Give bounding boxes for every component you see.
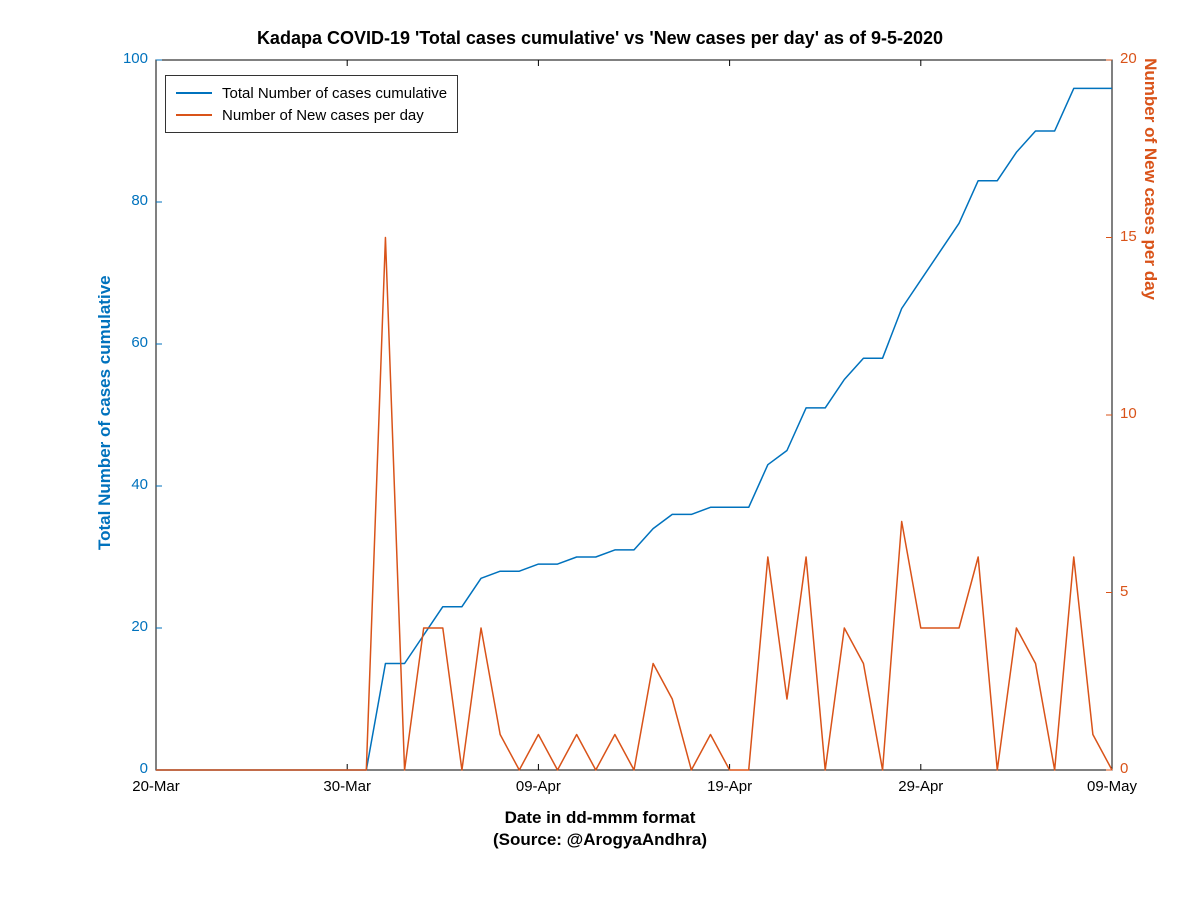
- y-right-tick-label: 0: [1120, 760, 1128, 777]
- x-tick-label: 29-Apr: [886, 778, 956, 795]
- legend: Total Number of cases cumulative Number o…: [165, 75, 458, 133]
- y-right-tick-label: 10: [1120, 405, 1137, 422]
- y-right-tick-label: 5: [1120, 583, 1128, 600]
- y-left-tick-label: 80: [131, 192, 148, 209]
- x-axis-label-line2: (Source: @ArogyaAndhra): [0, 830, 1200, 850]
- x-tick-label: 09-May: [1077, 778, 1147, 795]
- legend-label: Total Number of cases cumulative: [222, 85, 447, 102]
- y-left-tick-label: 0: [140, 760, 148, 777]
- legend-swatch: [176, 92, 212, 94]
- x-axis-label-line1: Date in dd-mmm format: [0, 808, 1200, 828]
- y-right-tick-label: 20: [1120, 50, 1137, 67]
- y-right-tick-label: 15: [1120, 228, 1137, 245]
- x-tick-label: 20-Mar: [121, 778, 191, 795]
- x-tick-label: 30-Mar: [312, 778, 382, 795]
- y-left-tick-label: 60: [131, 334, 148, 351]
- chart-svg: [0, 0, 1200, 898]
- y-left-axis-label: Total Number of cases cumulative: [95, 275, 115, 550]
- y-left-tick-label: 100: [123, 50, 148, 67]
- x-tick-label: 09-Apr: [503, 778, 573, 795]
- x-tick-label: 19-Apr: [695, 778, 765, 795]
- legend-entry: Total Number of cases cumulative: [176, 82, 447, 104]
- y-left-tick-label: 40: [131, 476, 148, 493]
- legend-entry: Number of New cases per day: [176, 104, 447, 126]
- legend-label: Number of New cases per day: [222, 107, 424, 124]
- y-right-axis-label: Number of New cases per day: [1140, 58, 1160, 300]
- legend-swatch: [176, 114, 212, 116]
- y-left-tick-label: 20: [131, 618, 148, 635]
- chart-container: Kadapa COVID-19 'Total cases cumulative'…: [0, 0, 1200, 898]
